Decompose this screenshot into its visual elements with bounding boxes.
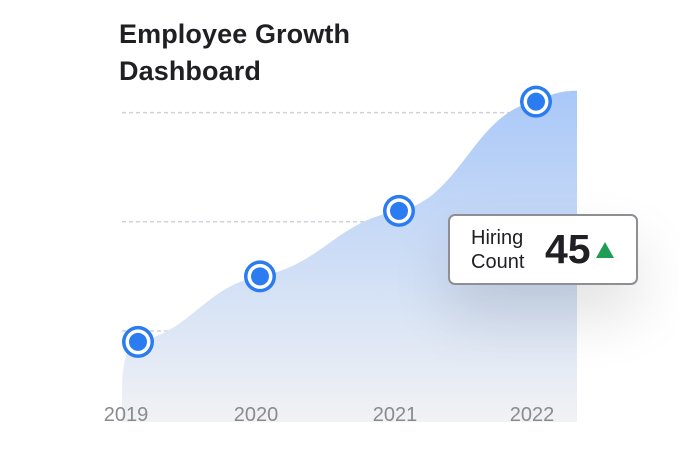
page-title: Employee Growth Dashboard (119, 16, 439, 90)
data-point-2021[interactable] (383, 194, 415, 227)
points-layer (122, 85, 552, 358)
hiring-count-tooltip: Hiring Count 45 (448, 214, 638, 285)
data-point-2020[interactable] (244, 260, 276, 293)
title-line-2: Dashboard (119, 56, 261, 86)
x-axis-labels: 2019 2020 2021 2022 (104, 404, 555, 426)
x-tick-label: 2020 (234, 404, 279, 426)
tooltip-value: 45 (545, 226, 591, 272)
data-point-2022[interactable] (520, 85, 552, 118)
x-tick-label: 2019 (104, 404, 149, 426)
area-layer (122, 90, 577, 422)
tooltip-label-line-1: Hiring (471, 226, 524, 249)
title-line-1: Employee Growth (119, 19, 351, 49)
tooltip-label-line-2: Count (471, 250, 525, 273)
series-area (122, 90, 577, 422)
trend-up-icon (595, 241, 614, 258)
x-tick-label: 2022 (510, 404, 555, 426)
x-tick-label: 2021 (373, 404, 418, 426)
tooltip-label: Hiring Count (471, 226, 545, 274)
data-point-2019[interactable] (122, 325, 154, 358)
